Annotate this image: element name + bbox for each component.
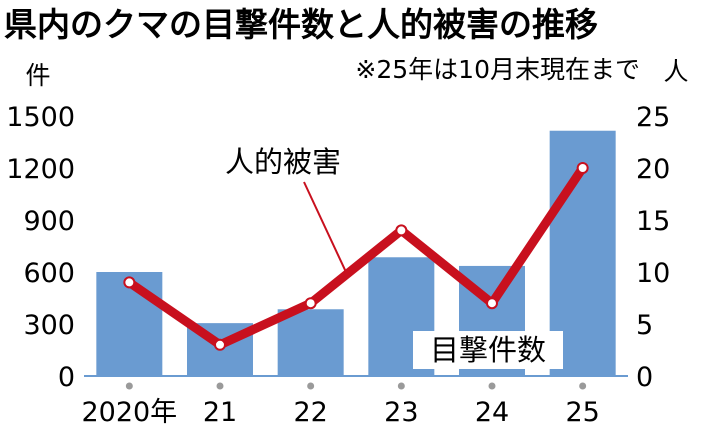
right-tick-label-3: 15 (636, 206, 670, 237)
x-tick-label-0: 2020年 (81, 397, 177, 426)
left-tick-label-1: 300 (23, 310, 75, 341)
line-label-leader (303, 181, 348, 275)
left-axis-unit: 件 (25, 61, 50, 90)
line-point-4 (486, 297, 498, 310)
line-series-label: 人的被害 (225, 145, 341, 179)
x-tick-label-2: 22 (293, 397, 327, 426)
left-tick-label-3: 900 (23, 206, 75, 237)
right-tick-label-4: 20 (636, 154, 670, 185)
x-tick-dot-4 (488, 382, 496, 390)
x-tick-label-5: 25 (565, 397, 599, 426)
right-tick-label-2: 10 (636, 258, 670, 289)
line-point-0 (123, 276, 136, 289)
line-point-5 (576, 162, 589, 174)
left-tick-label-4: 1200 (6, 154, 75, 185)
bar-series-label: 目撃件数 (430, 333, 546, 367)
left-tick-label-5: 1500 (6, 102, 75, 133)
right-tick-label-0: 0 (636, 362, 653, 393)
bar-2 (277, 309, 344, 376)
line-point-2 (304, 297, 317, 310)
x-tick-dot-1 (216, 382, 224, 390)
bar-label-box (413, 331, 563, 369)
x-tick-dot-2 (307, 382, 315, 390)
bar-0 (96, 272, 163, 376)
line-series (123, 162, 589, 351)
x-tick-label-4: 24 (475, 397, 509, 426)
x-tick-label-1: 21 (203, 397, 237, 426)
x-tick-dot-0 (125, 382, 133, 390)
right-tick-label-1: 5 (636, 310, 653, 341)
x-tick-dot-3 (397, 382, 405, 390)
left-tick-label-2: 600 (23, 258, 75, 289)
right-axis-unit: 人 (663, 57, 688, 86)
left-tick-label-0: 0 (58, 362, 75, 393)
right-tick-label-5: 25 (636, 102, 670, 133)
x-axis-ticks: 2020年 21 22 23 24 25 (81, 382, 600, 426)
left-axis-ticks: 0 300 600 900 1200 1500 (6, 102, 75, 393)
chart-note: ※25年は10月末現在まで (355, 55, 640, 84)
x-tick-label-3: 23 (384, 397, 418, 426)
line-point-1 (214, 338, 226, 351)
x-tick-dot-5 (579, 382, 587, 390)
right-axis-ticks: 0 5 10 15 20 25 (636, 102, 670, 393)
chart-title: 県内のクマの目撃件数と人的被害の推移 (4, 5, 598, 44)
line-path (124, 163, 588, 350)
line-point-3 (395, 224, 408, 237)
